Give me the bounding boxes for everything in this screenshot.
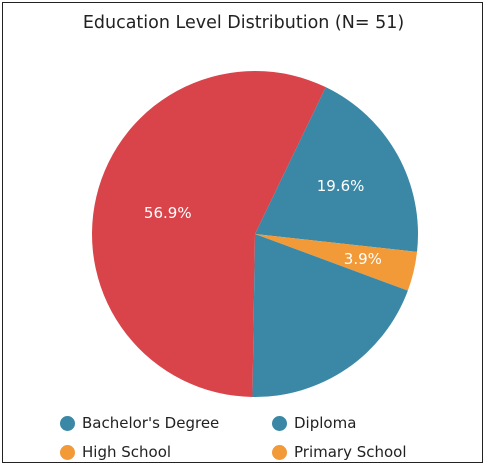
legend-item-primary-school: Primary School [272,443,407,461]
legend-item-bachelors: Bachelor's Degree [60,414,219,432]
pie-slice-bachelor-s-degree [91,70,326,397]
legend-label: Bachelor's Degree [82,414,220,432]
pie-data-label: 19.6% [317,177,365,195]
pie-data-label: 3.9% [344,250,382,268]
pie-data-label: 56.9% [144,204,192,222]
pie-slice-primary-school [252,234,408,397]
legend-item-diploma: Diploma [272,414,356,432]
legend-label: Diploma [294,414,357,432]
legend-swatch [272,444,287,460]
pie-slice-diploma [255,87,418,252]
chart-title: Education Level Distribution (N= 51) [82,13,405,33]
legend-label: Primary School [294,443,407,461]
legend-swatch [60,444,75,460]
legend-swatch [272,415,287,431]
pie-slice-high-school [255,234,418,291]
legend-label: High School [82,443,172,461]
legend-item-high-school: High School [60,443,171,461]
legend-swatch [60,415,75,431]
